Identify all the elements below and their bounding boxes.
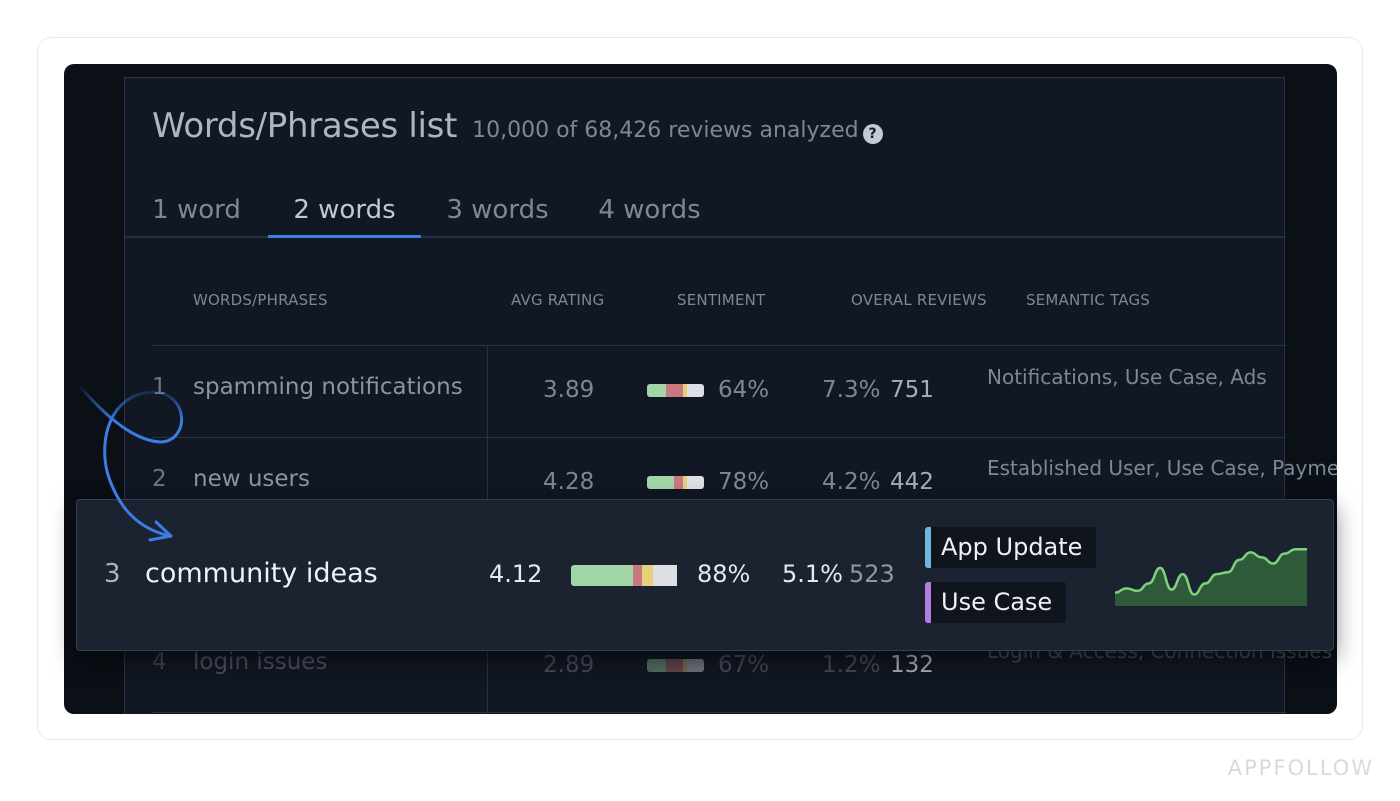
- highlighted-row-card[interactable]: 3 community ideas 4.12 88% 5.1% 523 App …: [76, 499, 1334, 651]
- row-number: 2: [152, 466, 167, 492]
- sentiment-segment: [571, 565, 633, 586]
- divider: [152, 345, 1286, 346]
- sentiment-segment: [666, 384, 684, 397]
- row-review-count: 442: [890, 469, 934, 495]
- sentiment-segment: [647, 659, 667, 672]
- sentiment-bar: [647, 659, 704, 672]
- tab-4-words[interactable]: 4 words: [598, 195, 701, 225]
- col-header-overal-reviews[interactable]: OVERAL REVIEWS: [851, 291, 987, 309]
- sentiment-segment: [641, 565, 653, 586]
- title-row: Words/Phrases list 10,000 of 68,426 revi…: [152, 106, 883, 146]
- row-sentiment-pct: 88%: [697, 560, 751, 588]
- row-avg-rating: 3.89: [543, 377, 595, 403]
- appfollow-logo: APPFOLLOW: [1227, 756, 1374, 780]
- row-review-count: 751: [890, 377, 934, 403]
- row-semantic-tags: Notifications, Use Case, Ads: [987, 365, 1267, 389]
- row-sentiment-pct: 78%: [718, 469, 770, 495]
- sentiment-segment: [683, 384, 687, 397]
- row-phrase: community ideas: [145, 558, 378, 589]
- sentiment-bar: [647, 384, 704, 397]
- row-review-share: 7.3%: [822, 377, 881, 403]
- sentiment-segment: [683, 659, 687, 672]
- sentiment-segment: [652, 565, 678, 586]
- row-number: 4: [152, 649, 167, 675]
- sentiment-segment: [683, 476, 687, 489]
- tab-1-word[interactable]: 1 word: [152, 195, 241, 225]
- row-phrase: new users: [193, 466, 310, 492]
- row-review-share: 4.2%: [822, 469, 881, 495]
- help-icon[interactable]: ?: [862, 124, 883, 144]
- tab-3-words[interactable]: 3 words: [446, 195, 549, 225]
- row-avg-rating: 4.28: [543, 469, 595, 495]
- sentiment-segment: [686, 659, 704, 672]
- row-phrase: login issues: [193, 649, 328, 675]
- col-header-phrases[interactable]: WORDS/PHRASES: [193, 291, 328, 309]
- sentiment-bar: [647, 476, 704, 489]
- annotation-arrow-icon: [76, 382, 184, 542]
- sparkline-line: [1115, 548, 1307, 596]
- col-header-semantic-tags[interactable]: SEMANTIC TAGS: [1026, 291, 1150, 309]
- divider: [152, 437, 1286, 438]
- row-semantic-tags: Established User, Use Case, Payment Issu…: [987, 456, 1337, 480]
- sentiment-segment: [647, 476, 675, 489]
- table-row[interactable]: 2 new users 4.28 78% 4.2% 442 Establishe…: [125, 438, 1337, 530]
- row-review-share: 1.2%: [822, 652, 881, 678]
- table-row[interactable]: 1 spamming notifications 3.89 64% 7.3% 7…: [125, 346, 1286, 438]
- row-number: 3: [104, 559, 121, 589]
- sparkline-area: [1115, 549, 1307, 606]
- sentiment-segment: [686, 476, 704, 489]
- row-sentiment-pct: 67%: [718, 652, 770, 678]
- row-review-count: 132: [890, 652, 934, 678]
- sentiment-segment: [632, 565, 642, 586]
- row-avg-rating: 4.12: [489, 560, 543, 588]
- sentiment-bar: [571, 565, 683, 586]
- tab-2-words[interactable]: 2 words: [268, 188, 421, 238]
- col-header-sentiment[interactable]: SENTIMENT: [677, 291, 766, 309]
- tag-use-case[interactable]: Use Case: [925, 582, 1067, 623]
- col-header-avg-rating[interactable]: AVG RATING: [511, 291, 605, 309]
- sentiment-segment: [647, 384, 667, 397]
- row-review-count: 523: [849, 560, 895, 588]
- row-sentiment-pct: 64%: [718, 377, 770, 403]
- trend-sparkline: [1115, 548, 1307, 606]
- sentiment-segment: [686, 384, 704, 397]
- row-avg-rating: 2.89: [543, 652, 595, 678]
- page-title: Words/Phrases list: [152, 106, 458, 146]
- row-review-share: 5.1%: [782, 560, 843, 588]
- divider: [152, 712, 1286, 713]
- sentiment-segment: [666, 659, 684, 672]
- row-phrase: spamming notifications: [193, 374, 463, 400]
- word-count-tabs: 1 word 2 words 3 words 4 words: [125, 188, 1284, 238]
- reviews-analyzed-text: 10,000 of 68,426 reviews analyzed: [472, 118, 859, 143]
- sentiment-segment: [674, 476, 684, 489]
- tag-app-update[interactable]: App Update: [925, 527, 1097, 568]
